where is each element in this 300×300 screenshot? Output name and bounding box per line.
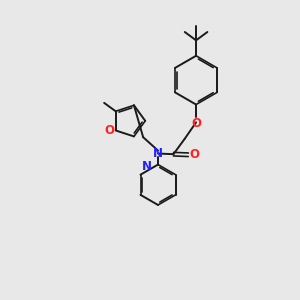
- Text: O: O: [104, 124, 114, 137]
- Text: N: N: [142, 160, 152, 173]
- Text: O: O: [190, 148, 200, 161]
- Text: O: O: [191, 117, 201, 130]
- Text: N: N: [153, 147, 163, 160]
